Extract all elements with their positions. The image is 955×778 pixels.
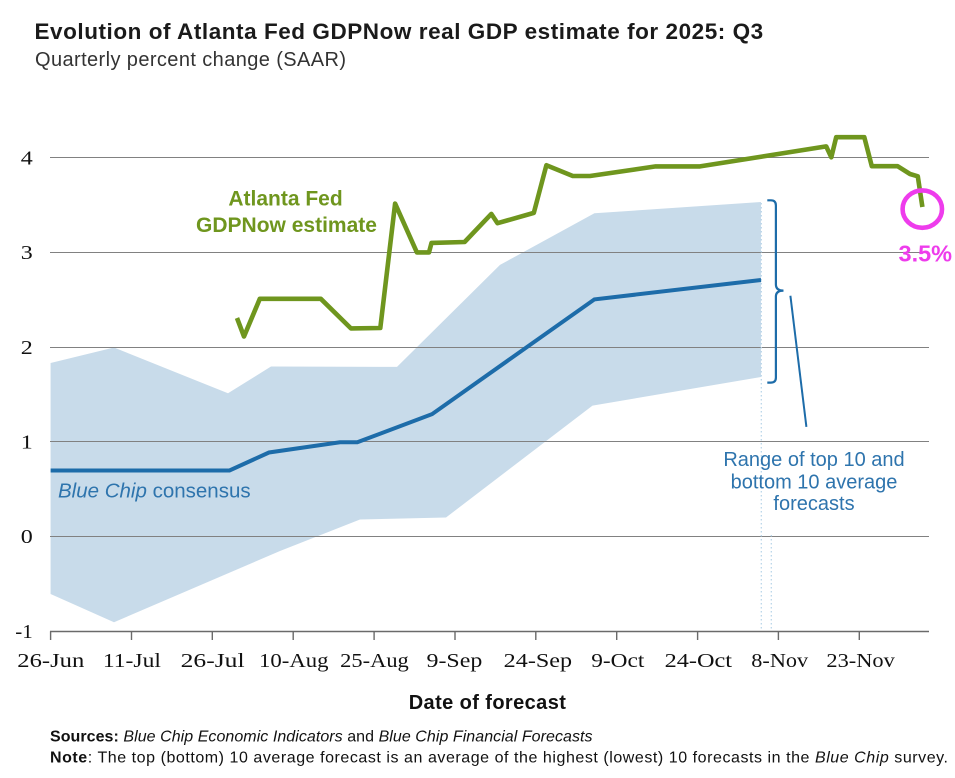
svg-text:9-Oct: 9-Oct	[591, 651, 645, 672]
svg-text:3: 3	[21, 242, 33, 264]
svg-text:GDPNow estimate: GDPNow estimate	[196, 214, 377, 237]
svg-text:24-Sep: 24-Sep	[504, 651, 572, 672]
svg-text:Range of top 10 and: Range of top 10 and	[723, 449, 904, 471]
svg-text:Blue Chip consensus: Blue Chip consensus	[58, 480, 251, 503]
svg-text:Sources: Blue Chip Economic In: Sources: Blue Chip Economic Indicators a…	[50, 729, 593, 746]
svg-text:3.5%: 3.5%	[899, 241, 953, 267]
svg-text:9-Sep: 9-Sep	[427, 651, 483, 672]
svg-text:bottom 10 average: bottom 10 average	[731, 471, 898, 493]
svg-text:10-Aug: 10-Aug	[259, 651, 329, 672]
svg-text:Date of forecast: Date of forecast	[409, 692, 567, 714]
svg-text:Evolution of Atlanta Fed GDPNo: Evolution of Atlanta Fed GDPNow real GDP…	[35, 19, 764, 44]
svg-text:25-Aug: 25-Aug	[340, 651, 409, 672]
svg-text:8-Nov: 8-Nov	[751, 651, 808, 672]
svg-text:forecasts: forecasts	[773, 493, 854, 515]
svg-text:23-Nov: 23-Nov	[826, 651, 895, 672]
svg-text:11-Jul: 11-Jul	[103, 651, 162, 672]
svg-text:0: 0	[21, 526, 33, 548]
svg-text:-1: -1	[15, 621, 33, 643]
svg-text:26-Jun: 26-Jun	[17, 651, 84, 672]
svg-text:26-Jul: 26-Jul	[181, 651, 246, 672]
svg-text:4: 4	[21, 147, 33, 169]
svg-text:24-Oct: 24-Oct	[665, 651, 733, 672]
svg-text:Note: The top (bottom) 10 aver: Note: The top (bottom) 10 average foreca…	[50, 750, 949, 767]
svg-text:Atlanta Fed: Atlanta Fed	[228, 188, 342, 211]
svg-text:Quarterly percent change (SAAR: Quarterly percent change (SAAR)	[35, 49, 346, 71]
svg-text:2: 2	[21, 337, 33, 359]
svg-text:1: 1	[21, 432, 33, 454]
